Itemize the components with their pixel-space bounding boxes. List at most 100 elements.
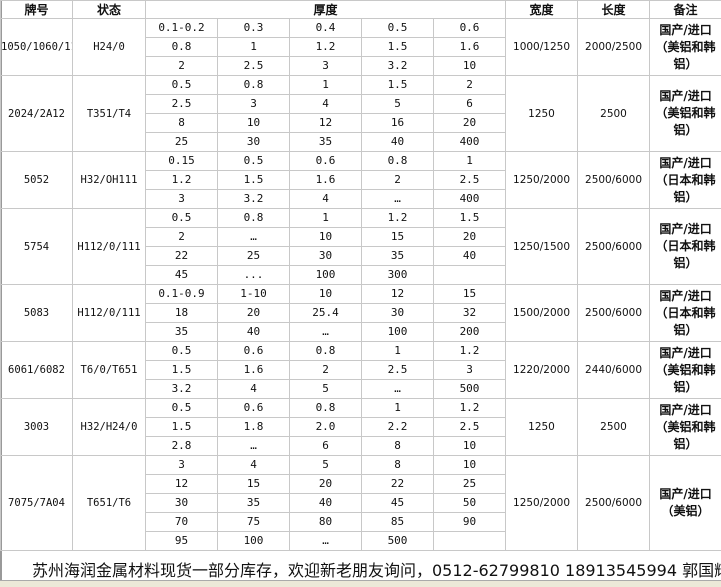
thickness-cell: 1 (290, 76, 362, 95)
thickness-cell: 4 (290, 95, 362, 114)
thickness-cell: 1.5 (146, 418, 218, 437)
thickness-cell: … (290, 323, 362, 342)
width-cell: 1500/2000 (506, 285, 578, 342)
thickness-cell: … (218, 437, 290, 456)
thickness-cell: 2.0 (290, 418, 362, 437)
thickness-cell: 15 (218, 475, 290, 494)
thickness-cell: 100 (218, 532, 290, 551)
thickness-cell: 1.5 (434, 209, 506, 228)
thickness-cell: 5 (362, 95, 434, 114)
thickness-cell: 2 (146, 228, 218, 247)
thickness-cell: 30 (218, 133, 290, 152)
thickness-cell: 2 (146, 57, 218, 76)
width-cell: 1000/1250 (506, 19, 578, 76)
thickness-cell: 3 (218, 95, 290, 114)
thickness-cell: 4 (290, 190, 362, 209)
length-cell: 2500 (578, 76, 650, 152)
thickness-cell: 6 (290, 437, 362, 456)
thickness-cell: 95 (146, 532, 218, 551)
thickness-cell: 0.4 (290, 19, 362, 38)
length-cell: 2500/6000 (578, 152, 650, 209)
thickness-cell: 0.5 (146, 76, 218, 95)
thickness-cell: 3.2 (218, 190, 290, 209)
thickness-cell: 0.8 (146, 38, 218, 57)
thickness-cell: 10 (290, 285, 362, 304)
thickness-cell: 30 (146, 494, 218, 513)
thickness-cell: 0.5 (146, 399, 218, 418)
brand-cell: 7075/7A04 (1, 456, 73, 551)
thickness-cell: 1 (362, 342, 434, 361)
thickness-cell: 25 (434, 475, 506, 494)
header-temper: 状态 (73, 1, 146, 19)
note-cell: 国产/进口（日本和韩铝） (650, 152, 721, 209)
thickness-cell: 10 (218, 114, 290, 133)
thickness-cell: 1.2 (362, 209, 434, 228)
thickness-cell: 90 (434, 513, 506, 532)
thickness-cell: 200 (434, 323, 506, 342)
thickness-cell: 1.6 (218, 361, 290, 380)
thickness-cell: 45 (146, 266, 218, 285)
thickness-cell: 1.5 (362, 76, 434, 95)
thickness-cell: ... (218, 266, 290, 285)
thickness-cell: 12 (146, 475, 218, 494)
thickness-cell: 5 (290, 380, 362, 399)
thickness-cell: 1.5 (362, 38, 434, 57)
thickness-cell: 35 (218, 494, 290, 513)
thickness-cell: 70 (146, 513, 218, 532)
header-brand: 牌号 (1, 1, 73, 19)
thickness-cell: 1 (290, 209, 362, 228)
thickness-cell: … (218, 228, 290, 247)
table-row: 1050/1060/1100H24/00.1-0.20.30.40.50.610… (1, 19, 721, 38)
thickness-cell: 16 (362, 114, 434, 133)
thickness-cell: 12 (362, 285, 434, 304)
length-cell: 2500/6000 (578, 456, 650, 551)
length-cell: 2500/6000 (578, 209, 650, 285)
brand-cell: 5754 (1, 209, 73, 285)
thickness-cell: 2.2 (362, 418, 434, 437)
thickness-cell: 0.6 (218, 399, 290, 418)
thickness-cell: 1.6 (290, 171, 362, 190)
header-width: 宽度 (506, 1, 578, 19)
thickness-cell: 3 (434, 361, 506, 380)
thickness-cell: 2 (434, 76, 506, 95)
thickness-cell: 22 (362, 475, 434, 494)
thickness-cell: 10 (290, 228, 362, 247)
thickness-cell: 1.6 (434, 38, 506, 57)
note-cell: 国产/进口（美铝和韩铝） (650, 342, 721, 399)
thickness-cell: … (362, 190, 434, 209)
length-cell: 2500 (578, 399, 650, 456)
thickness-cell: … (362, 380, 434, 399)
thickness-cell: 1.5 (218, 171, 290, 190)
table-body: 1050/1060/1100H24/00.1-0.20.30.40.50.610… (1, 19, 721, 551)
brand-cell: 2024/2A12 (1, 76, 73, 152)
thickness-cell: 1.2 (434, 342, 506, 361)
thickness-cell: 10 (434, 437, 506, 456)
thickness-cell: 0.8 (218, 76, 290, 95)
header-length: 长度 (578, 1, 650, 19)
thickness-cell: 100 (362, 323, 434, 342)
thickness-cell: 40 (362, 133, 434, 152)
thickness-cell: 0.8 (290, 399, 362, 418)
thickness-cell: 35 (146, 323, 218, 342)
thickness-cell: 4 (218, 380, 290, 399)
width-cell: 1250/2000 (506, 456, 578, 551)
note-cell: 国产/进口（美铝和韩铝） (650, 399, 721, 456)
thickness-cell: 0.1-0.2 (146, 19, 218, 38)
thickness-cell: 0.3 (218, 19, 290, 38)
thickness-cell: 2.5 (362, 361, 434, 380)
thickness-cell: 1.8 (218, 418, 290, 437)
thickness-cell: 85 (362, 513, 434, 532)
thickness-cell: 400 (434, 190, 506, 209)
temper-cell: H112/0/111 (73, 285, 146, 342)
thickness-cell: 40 (218, 323, 290, 342)
note-cell: 国产/进口（日本和韩铝） (650, 209, 721, 285)
thickness-cell: 20 (434, 114, 506, 133)
thickness-cell: 10 (434, 456, 506, 475)
thickness-cell: 15 (434, 285, 506, 304)
thickness-cell: 20 (290, 475, 362, 494)
